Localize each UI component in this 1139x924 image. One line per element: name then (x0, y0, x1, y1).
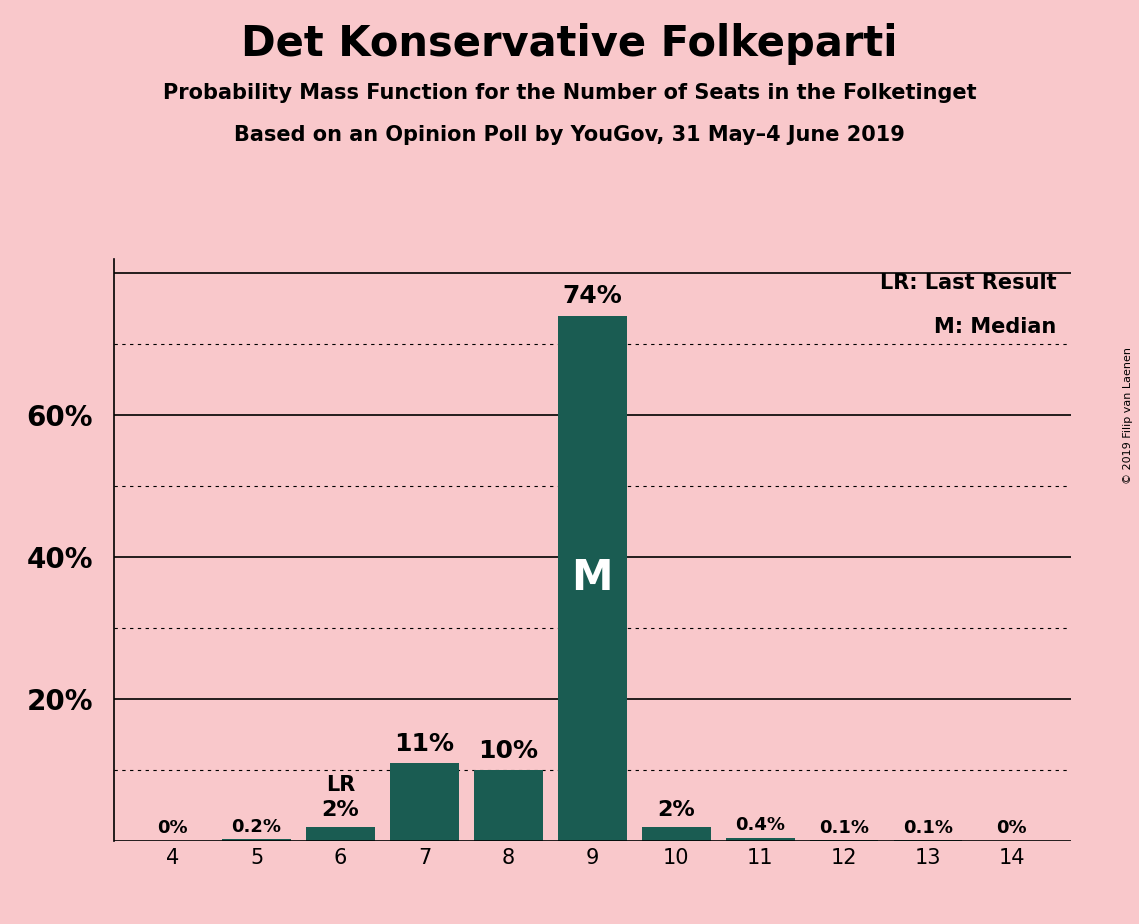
Text: LR: LR (326, 774, 355, 795)
Bar (641, 827, 711, 841)
Text: 0.4%: 0.4% (735, 817, 785, 834)
Text: Probability Mass Function for the Number of Seats in the Folketinget: Probability Mass Function for the Number… (163, 83, 976, 103)
Text: 0%: 0% (997, 820, 1027, 837)
Text: 10%: 10% (478, 739, 539, 762)
Text: Based on an Opinion Poll by YouGov, 31 May–4 June 2019: Based on an Opinion Poll by YouGov, 31 M… (233, 125, 906, 145)
Text: 0.1%: 0.1% (819, 819, 869, 836)
Bar (474, 770, 543, 841)
Bar (390, 762, 459, 841)
Text: 74%: 74% (563, 285, 622, 309)
Bar (222, 839, 290, 841)
Text: M: M (572, 557, 613, 599)
Bar (558, 315, 626, 841)
Text: 2%: 2% (657, 799, 695, 820)
Bar (306, 827, 375, 841)
Text: 0.2%: 0.2% (231, 818, 281, 836)
Text: 0.1%: 0.1% (903, 819, 953, 836)
Text: 0%: 0% (157, 820, 188, 837)
Text: M: Median: M: Median (934, 317, 1056, 337)
Bar (726, 838, 795, 841)
Text: Det Konservative Folkeparti: Det Konservative Folkeparti (241, 23, 898, 65)
Text: 2%: 2% (321, 799, 360, 820)
Text: 11%: 11% (394, 732, 454, 756)
Text: LR: Last Result: LR: Last Result (879, 274, 1056, 293)
Text: © 2019 Filip van Laenen: © 2019 Filip van Laenen (1123, 347, 1133, 484)
